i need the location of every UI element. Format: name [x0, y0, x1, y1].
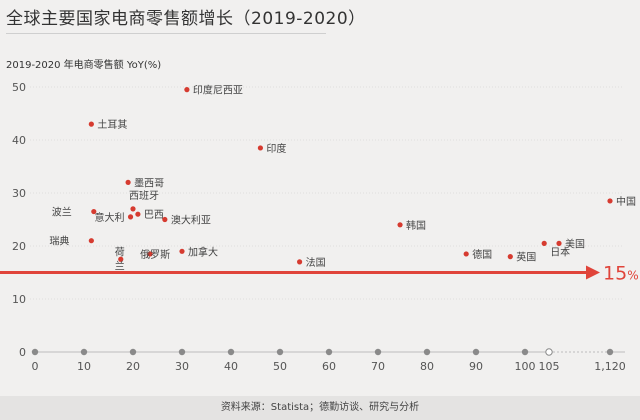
reference-line-value: 15: [603, 263, 627, 285]
data-point-label: 澳大利亚: [171, 214, 211, 227]
title-divider: [6, 33, 326, 34]
reference-line-unit: %: [627, 269, 638, 283]
data-point: [118, 256, 124, 262]
source-footer: 资料来源：Statista；德勤访谈、研究与分析: [0, 396, 640, 420]
data-point: [179, 248, 185, 254]
data-point-label: 巴西: [144, 209, 164, 221]
data-point: [257, 145, 263, 151]
x-tick-label: 100: [515, 360, 536, 373]
x-tick-label: 80: [420, 360, 434, 373]
data-point-label-part: 荷: [115, 246, 125, 258]
scatter-chart: 2019-2020 年电商零售额 YoY(%) 0 10 20 30 40 50 0 10 2…: [0, 58, 639, 373]
x-tick-label: 10: [77, 360, 91, 373]
data-point-label: 加拿大: [188, 245, 218, 258]
x-tick-marker: [80, 348, 88, 356]
x-tick-marker: [606, 348, 614, 356]
data-point-label: 土耳其: [97, 118, 127, 131]
data-point-label: 美国: [565, 237, 585, 250]
data-point-label: 中国: [616, 195, 636, 208]
data-point: [463, 251, 469, 257]
x-tick-marker: [472, 348, 480, 356]
x-tick-label: 0: [32, 360, 39, 373]
data-point: [507, 254, 513, 260]
data-point: [147, 251, 153, 257]
data-point-label: 法国: [306, 256, 326, 269]
data-point-label: 印度尼西亚: [193, 84, 243, 97]
x-tick-label: 40: [224, 360, 238, 373]
y-tick-label: 50: [12, 81, 26, 94]
data-point: [297, 259, 303, 265]
x-tick-marker: [374, 348, 382, 356]
data-point: [135, 211, 141, 217]
x-tick-label: 60: [322, 360, 336, 373]
x-tick-label: 90: [469, 360, 483, 373]
data-point: [607, 198, 613, 204]
y-axis-label: 2019-2020 年电商零售额 YoY(%): [6, 58, 161, 71]
x-tick-marker: [178, 348, 186, 356]
data-point-label-part: 兰: [115, 259, 125, 272]
data-point-label: 韩国: [406, 219, 426, 232]
y-tick-label: 10: [12, 293, 26, 306]
x-tick-label: 30: [175, 360, 189, 373]
x-tick-label: 105: [539, 360, 560, 373]
data-point: [91, 208, 97, 215]
data-point-label: 波兰: [52, 206, 72, 219]
data-point: [184, 87, 190, 93]
x-tick-label: 50: [273, 360, 287, 373]
x-tick-label: 70: [371, 360, 385, 373]
data-point: [130, 206, 136, 212]
page-title: 全球主要国家电商零售额增长（2019-2020）: [6, 9, 366, 29]
x-tick-marker: [423, 348, 431, 356]
data-point-label: 英国: [516, 251, 536, 264]
x-tick-marker: [521, 348, 529, 356]
data-point: [88, 121, 94, 127]
y-tick-label: 20: [12, 240, 26, 253]
x-tick-marker: [325, 348, 333, 356]
data-point: [162, 216, 168, 223]
data-point-label: 德国: [472, 248, 492, 261]
data-point-label: 俄罗斯: [140, 248, 170, 261]
x-tick-marker: [545, 348, 553, 356]
data-point: [397, 222, 403, 228]
data-point: [541, 240, 547, 246]
data-point-label: 意大利: [95, 211, 125, 224]
x-tick-label: 20: [126, 360, 140, 373]
data-point: [88, 238, 94, 244]
data-point: [556, 240, 562, 246]
data-point-label: 日本: [550, 245, 570, 258]
x-tick-marker: [276, 348, 284, 356]
x-tick-marker: [227, 348, 235, 356]
y-tick-label: 30: [12, 187, 26, 200]
data-point-label: 荷兰: [115, 246, 125, 272]
data-point-label: 印度: [266, 142, 286, 155]
data-point: [125, 179, 131, 185]
x-tick-label: 1,120: [594, 360, 626, 373]
reference-line-label: 15%: [603, 263, 639, 285]
reference-line-arrowhead: [586, 265, 600, 280]
data-point-label: 墨西哥: [134, 177, 164, 189]
x-tick-marker: [31, 348, 39, 356]
data-point-label: 瑞典: [49, 235, 69, 248]
data-point-label: 西班牙: [129, 190, 159, 202]
y-tick-label: 0: [19, 346, 26, 359]
x-tick-marker: [129, 348, 137, 356]
data-point: [127, 214, 134, 220]
y-tick-label: 40: [12, 134, 26, 147]
